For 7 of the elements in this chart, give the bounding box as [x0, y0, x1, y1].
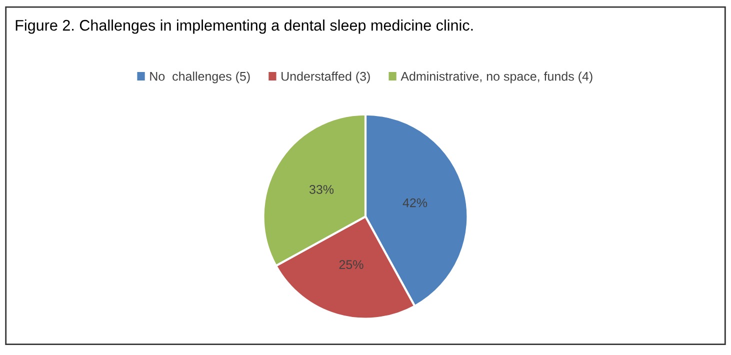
data-label: 25% — [339, 260, 364, 269]
chart-title: Figure 2. Challenges in implementing a dental sleep medicine clinic. — [16, 20, 473, 34]
data-label: 33% — [309, 185, 334, 194]
legend-label: No challenges (5) — [150, 72, 250, 84]
data-label: 42% — [402, 198, 428, 208]
legend-label: Administrative, no space, funds (4) — [400, 72, 592, 84]
legend-label: Understaffed (3) — [282, 72, 370, 84]
